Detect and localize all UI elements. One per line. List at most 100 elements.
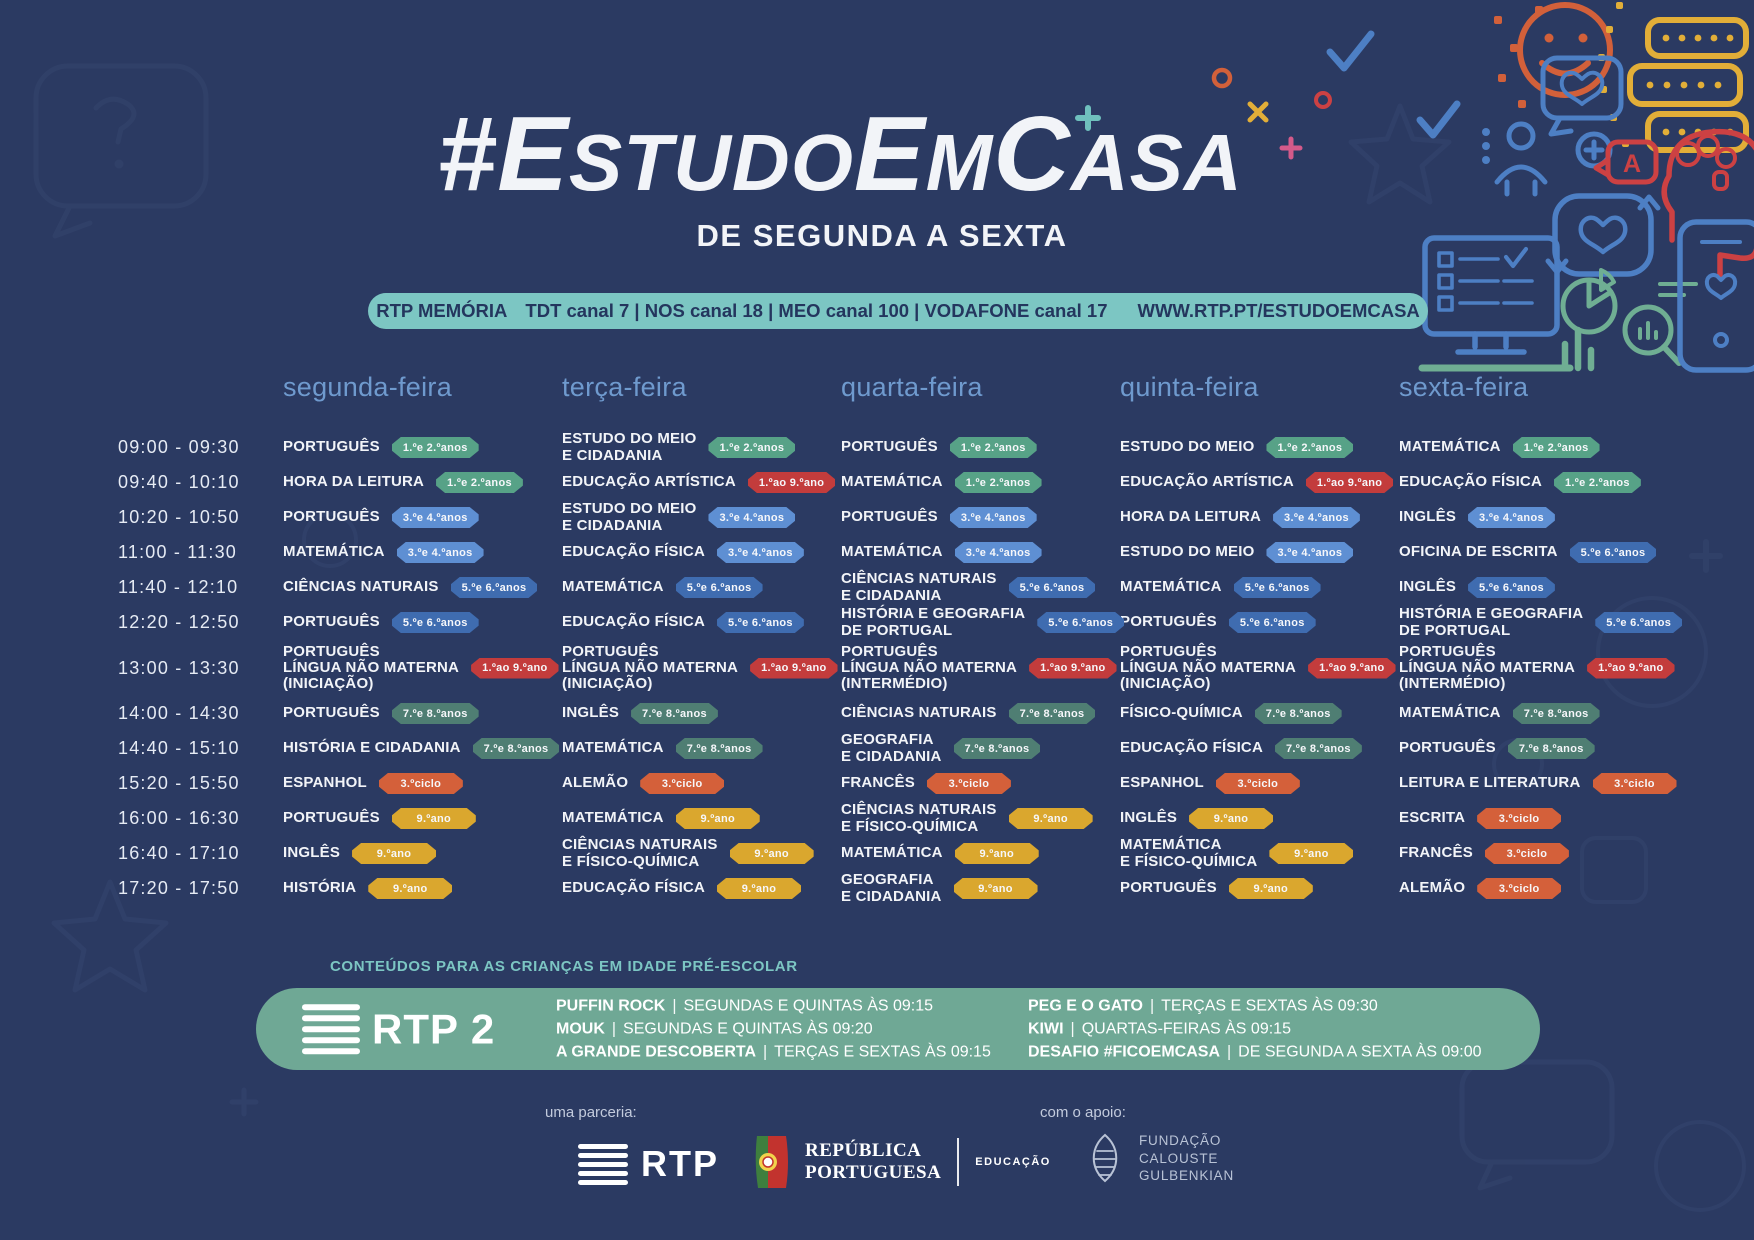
program-name: A GRANDE DESCOBERTA: [556, 1043, 757, 1061]
time-slot: 09:00 - 09:30: [118, 437, 240, 457]
grade-badge: 5.ºe 6.ºanos: [1570, 542, 1657, 563]
grade-badge: 3.ºe 4.ºanos: [397, 542, 484, 563]
time-slot: 09:40 - 10:10: [118, 472, 240, 492]
schedule-cell: FRANCÊS 3.ºciclo: [841, 766, 1120, 801]
grade-badge: 5.ºe 6.ºanos: [392, 612, 479, 633]
program-list-2: PEG E O GATO | TERÇAS E SEXTAS ÀS 09:30 KIW…: [1028, 995, 1482, 1064]
time-slot: 11:40 - 12:10: [118, 577, 239, 597]
subject-label: PORTUGUÊS: [1120, 613, 1217, 631]
subject-label: PORTUGUÊS LÍNGUA NÃO MATERNA (INICIAÇÃO): [1120, 642, 1297, 693]
schedule-cell: MATEMÁTICA 9.ºano: [562, 801, 841, 836]
title-segment: M: [925, 118, 994, 207]
subject-label: HORA DA LEITURA: [1120, 508, 1262, 526]
schedule-cell: PORTUGUÊS LÍNGUA NÃO MATERNA (INICIAÇÃO)…: [283, 640, 562, 696]
grade-badge: 3.ºe 4.ºanos: [955, 542, 1042, 563]
schedule-cell: INGLÊS 9.ºano: [283, 836, 562, 871]
grade-badge: 5.ºe 6.ºanos: [676, 577, 763, 598]
subject-label: PORTUGUÊS: [841, 438, 938, 456]
schedule-cell: FRANCÊS 3.ºciclo: [1399, 836, 1689, 871]
subject-label: EDUCAÇÃO ARTÍSTICA: [562, 473, 736, 491]
grade-badge: 3.ºciclo: [1477, 808, 1561, 829]
republica-portuguesa-logo: REPÚBLICA PORTUGUESA EDUCAÇÃO: [752, 1134, 1051, 1190]
program-schedule: SEGUNDAS E QUINTAS ÀS 09:15: [683, 997, 934, 1015]
subject-label: ESCRITA: [1399, 809, 1466, 827]
grade-badge: 9.ºano: [392, 808, 476, 829]
support-label: com o apoio:: [1040, 1104, 1126, 1121]
page-title: #ESTUDOEMCASA: [0, 101, 1680, 207]
subject-label: INGLÊS: [1120, 809, 1178, 827]
grade-badge: 9.ºano: [1189, 808, 1273, 829]
schedule-cell: HISTÓRIA E GEOGRAFIA DE PORTUGAL 5.ºe 6.º…: [1399, 605, 1689, 640]
grade-badge: 1.ºao 9.ºano: [471, 658, 558, 679]
schedule-cell: MATEMÁTICA 7.ºe 8.ºanos: [562, 731, 841, 766]
subject-label: FRANCÊS: [841, 774, 915, 792]
schedule-grid: segunda-feira terça-feira quarta-feira quin…: [118, 370, 1689, 906]
day-header: quarta-feira: [841, 372, 983, 402]
schedule-cell: PORTUGUÊS 5.ºe 6.ºanos: [283, 605, 562, 640]
subject-label: ESPANHOL: [1120, 774, 1204, 792]
program-item: MOUK | SEGUNDAS E QUINTAS ÀS 09:20: [556, 1018, 991, 1041]
subject-label: ALEMÃO: [562, 774, 629, 792]
grade-badge: 3.ºciclo: [1477, 878, 1561, 899]
title-segment: E: [853, 95, 926, 213]
rtp-logo: RTP: [578, 1140, 719, 1189]
republica-text: REPÚBLICA PORTUGUESA: [805, 1140, 941, 1184]
subject-label: MATEMÁTICA: [841, 844, 943, 862]
schedule-cell: EDUCAÇÃO FÍSICA 1.ºe 2.ºanos: [1399, 465, 1689, 500]
subject-label: EDUCAÇÃO FÍSICA: [562, 613, 706, 631]
program-item: PUFFIN ROCK | SEGUNDAS E QUINTAS ÀS 09:15: [556, 995, 991, 1018]
subject-label: MATEMÁTICA E FÍSICO-QUÍMICA: [1120, 836, 1258, 870]
subject-label: INGLÊS: [562, 704, 620, 722]
grade-badge: 1.ºe 2.ºanos: [708, 437, 795, 458]
subject-label: FRANCÊS: [1399, 844, 1473, 862]
grade-badge: 3.ºe 4.ºanos: [392, 507, 479, 528]
schedule-cell: EDUCAÇÃO ARTÍSTICA 1.ºao 9.ºano: [1120, 465, 1399, 500]
schedule-cell: PORTUGUÊS LÍNGUA NÃO MATERNA (INICIAÇÃO)…: [562, 640, 841, 696]
grade-badge: 9.ºano: [954, 878, 1038, 899]
smiley-icon: [1494, 2, 1613, 108]
schedule-cell: GEOGRAFIA E CIDADANIA 7.ºe 8.ºanos: [841, 731, 1120, 766]
grade-badge: 1.ºao 9.ºano: [748, 472, 835, 493]
schedule-cell: MATEMÁTICA 5.ºe 6.ºanos: [1120, 570, 1399, 605]
schedule-cell: MATEMÁTICA 1.ºe 2.ºanos: [841, 465, 1120, 500]
subject-label: PORTUGUÊS: [841, 508, 938, 526]
grade-badge: 1.ºe 2.ºanos: [950, 437, 1037, 458]
title-segment: #E: [437, 95, 569, 213]
title-segment: ASA: [1070, 118, 1243, 207]
magnifier-chart-icon: [1418, 282, 1698, 372]
gulbenkian-line1: FUNDAÇÃO: [1139, 1133, 1222, 1148]
schedule-cell: HORA DA LEITURA 3.ºe 4.ºanos: [1120, 500, 1399, 535]
schedule-cell: ALEMÃO 3.ºciclo: [562, 766, 841, 801]
schedule-cell: CIÊNCIAS NATURAIS E CIDADANIA 5.ºe 6.ºano…: [841, 570, 1120, 605]
educacao-label: EDUCAÇÃO: [975, 1156, 1051, 1168]
subject-label: PORTUGUÊS: [1120, 879, 1217, 897]
time-slot: 15:20 - 15:50: [118, 773, 240, 793]
subject-label: PORTUGUÊS LÍNGUA NÃO MATERNA (INTERMÉDIO…: [841, 642, 1018, 693]
separator: |: [1149, 997, 1155, 1015]
time-slot: 10:20 - 10:50: [118, 507, 240, 527]
program-name: KIWI: [1028, 1020, 1064, 1038]
grade-badge: 7.ºe 8.ºanos: [1255, 703, 1342, 724]
grade-badge: 5.ºe 6.ºanos: [1229, 612, 1316, 633]
program-name: DESAFIO #FICOEMCASA: [1028, 1043, 1221, 1061]
program-schedule: TERÇAS E SEXTAS ÀS 09:30: [1161, 997, 1378, 1015]
subject-label: HISTÓRIA E CIDADANIA: [283, 739, 461, 757]
schedule-cell: CIÊNCIAS NATURAIS E FÍSICO-QUÍMICA 9.ºano: [562, 836, 841, 871]
subject-label: MATEMÁTICA: [841, 473, 943, 491]
schedule-cell: CIÊNCIAS NATURAIS 5.ºe 6.ºanos: [283, 570, 562, 605]
schedule-cell: MATEMÁTICA 9.ºano: [841, 836, 1120, 871]
grade-badge: 9.ºano: [1229, 878, 1313, 899]
schedule-cell: MATEMÁTICA 1.ºe 2.ºanos: [1399, 430, 1689, 465]
schedule-cell: ALEMÃO 3.ºciclo: [1399, 871, 1689, 906]
schedule-cell: MATEMÁTICA E FÍSICO-QUÍMICA 9.ºano: [1120, 836, 1399, 871]
grade-badge: 1.ºao 9.ºano: [1308, 658, 1395, 679]
program-name: PEG E O GATO: [1028, 997, 1143, 1015]
grade-badge: 7.ºe 8.ºanos: [954, 738, 1041, 759]
grade-badge: 9.ºano: [955, 843, 1039, 864]
schedule-cell: HISTÓRIA 9.ºano: [283, 871, 562, 906]
grade-badge: 7.ºe 8.ºanos: [473, 738, 560, 759]
channel-station: RTP MEMÓRIA: [376, 300, 508, 321]
schedule-cell: PORTUGUÊS 3.ºe 4.ºanos: [283, 500, 562, 535]
schedule-cell: CIÊNCIAS NATURAIS E FÍSICO-QUÍMICA 9.ºano: [841, 801, 1120, 836]
pie-chart-icon: [1560, 268, 1618, 335]
